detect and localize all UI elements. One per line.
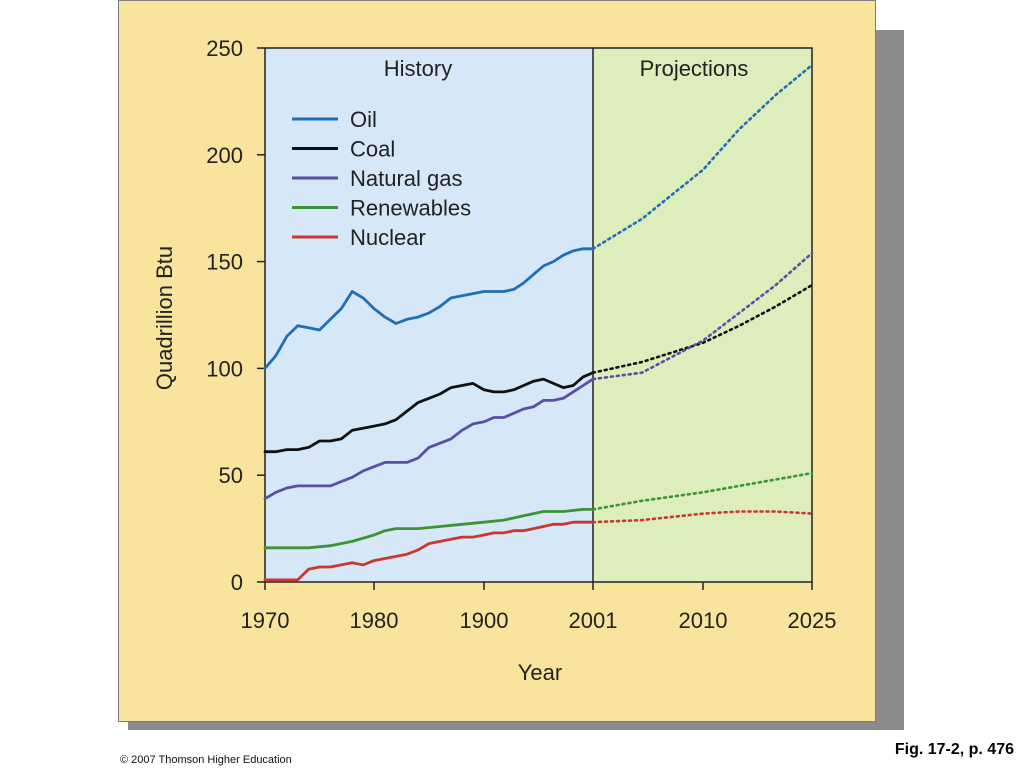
- legend-label-renewables: Renewables: [350, 196, 471, 221]
- series-renewables-history: [263, 508, 595, 550]
- projections-region: [593, 48, 812, 582]
- y-tick-label: 100: [206, 356, 243, 381]
- series-nuclear-history: [263, 520, 595, 582]
- figure-reference: Fig. 17-2, p. 476: [894, 741, 1014, 758]
- x-tick-label: 2025: [788, 608, 837, 633]
- y-tick-label: 0: [231, 570, 243, 595]
- x-axis: 1970 1980 1900 2001 2010 2025: [241, 582, 837, 633]
- x-axis-title: Year: [518, 660, 562, 685]
- series-natural-gas-projection: [591, 251, 814, 381]
- legend-label-natural-gas: Natural gas: [350, 166, 463, 191]
- series-oil-history: [263, 247, 595, 370]
- y-axis: 0 50 100 150 200 250: [206, 36, 265, 595]
- plot-frame: [264, 47, 813, 583]
- legend-label-coal: Coal: [350, 137, 395, 162]
- y-tick-label: 200: [206, 143, 243, 168]
- series-nuclear-projection: [591, 510, 814, 524]
- x-tick-label: 1980: [350, 608, 399, 633]
- copyright-notice: © 2007 Thomson Higher Education: [120, 754, 292, 766]
- legend-label-nuclear: Nuclear: [350, 225, 426, 250]
- x-tick-label: 2010: [679, 608, 728, 633]
- y-tick-label: 50: [219, 463, 243, 488]
- series-lines: [263, 63, 814, 582]
- series-natural-gas-history: [263, 377, 595, 501]
- legend: Oil Coal Natural gas Renewables Nuclear: [292, 107, 471, 250]
- y-tick-label: 150: [206, 250, 243, 275]
- history-label: History: [384, 56, 452, 81]
- series-renewables-projection: [591, 471, 814, 511]
- series-coal-projection: [591, 283, 814, 374]
- y-tick-label: 250: [206, 36, 243, 61]
- x-tick-label: 1900: [460, 608, 509, 633]
- x-tick-label: 2001: [569, 608, 618, 633]
- series-coal-history: [263, 371, 595, 454]
- history-region: [265, 48, 593, 582]
- series-oil-projection: [591, 63, 814, 251]
- x-tick-label: 1970: [241, 608, 290, 633]
- y-axis-title: Quadrillion Btu: [152, 246, 177, 390]
- legend-label-oil: Oil: [350, 107, 377, 132]
- projections-label: Projections: [640, 56, 749, 81]
